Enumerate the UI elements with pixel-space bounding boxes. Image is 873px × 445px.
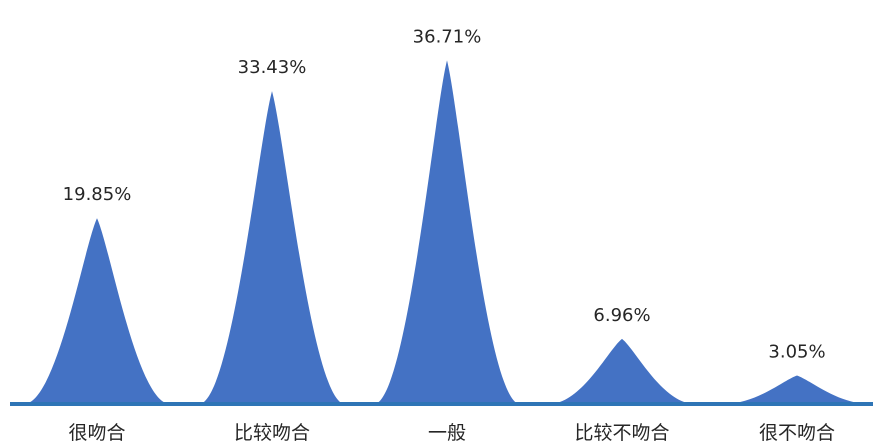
value-label-5: 3.05% [768, 341, 825, 362]
category-label-3: 一般 [428, 422, 466, 444]
value-label-2: 33.43% [238, 57, 307, 78]
peak-3 [375, 60, 519, 404]
value-labels-layer: 19.85% 33.43% 36.71% 6.96% 3.05% [63, 26, 826, 362]
value-label-3: 36.71% [413, 26, 482, 47]
peaks-layer [25, 60, 869, 404]
category-labels-layer: 很吻合 比较吻合 一般 比较不吻合 很不吻合 [68, 422, 835, 444]
category-label-4: 比较不吻合 [574, 422, 669, 444]
category-label-1: 很吻合 [68, 422, 125, 444]
value-label-1: 19.85% [63, 184, 132, 205]
category-label-2: 比较吻合 [234, 422, 310, 444]
peak-1 [25, 218, 169, 404]
peak-5 [725, 375, 869, 404]
category-label-5: 很不吻合 [759, 422, 835, 444]
peak-4 [550, 338, 694, 404]
peak-2 [200, 91, 344, 404]
value-label-4: 6.96% [593, 305, 650, 326]
